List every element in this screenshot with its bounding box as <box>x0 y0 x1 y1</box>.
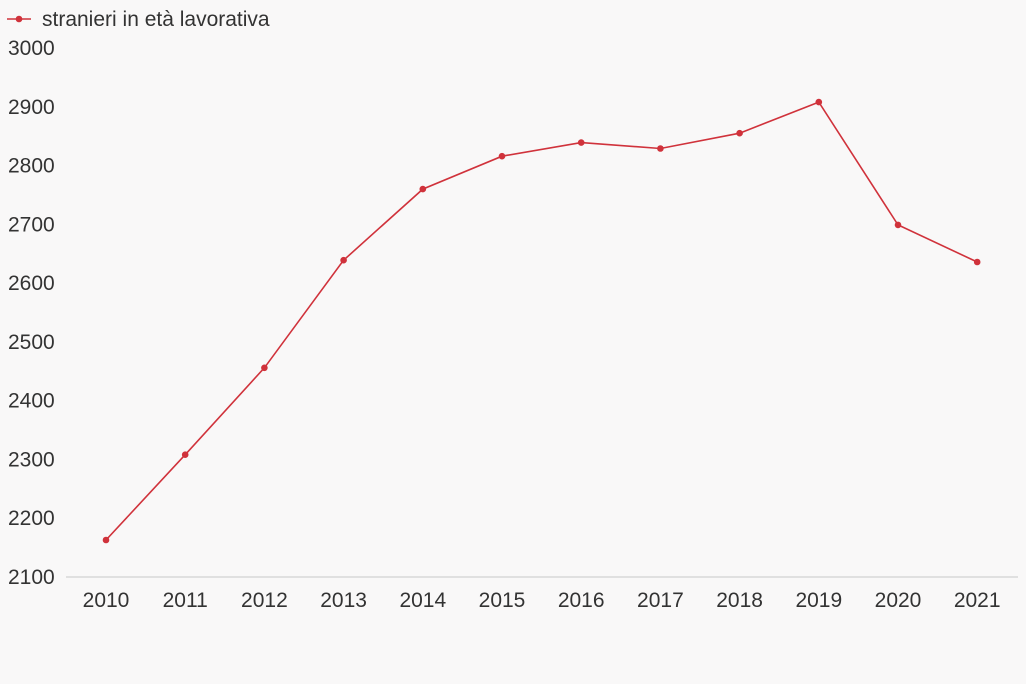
data-point[interactable] <box>181 451 189 459</box>
x-tick-label: 2014 <box>399 589 446 612</box>
data-point[interactable] <box>102 536 110 544</box>
x-tick-label: 2010 <box>83 589 130 612</box>
x-tick-label: 2021 <box>954 589 1001 612</box>
y-tick-label: 3000 <box>8 37 55 60</box>
y-tick-label: 2100 <box>8 566 55 589</box>
x-tick-label: 2011 <box>163 589 208 612</box>
y-tick-label: 2200 <box>8 507 55 530</box>
data-point[interactable] <box>577 139 585 146</box>
x-tick-label: 2015 <box>479 589 526 612</box>
series-group <box>102 98 981 544</box>
legend: stranieri in età lavorativa <box>7 8 270 31</box>
data-point[interactable] <box>736 129 743 137</box>
x-tick-label: 2020 <box>875 589 922 612</box>
x-tick-label: 2017 <box>637 589 684 612</box>
y-tick-label: 2600 <box>8 272 55 295</box>
data-point[interactable] <box>815 98 823 106</box>
data-point[interactable] <box>973 258 981 266</box>
x-tick-label: 2018 <box>716 589 763 612</box>
x-tick-label: 2012 <box>241 589 288 612</box>
y-tick-label: 2900 <box>8 96 55 119</box>
data-point[interactable] <box>340 256 347 264</box>
data-point[interactable] <box>894 221 902 229</box>
x-tick-label: 2019 <box>795 589 842 612</box>
data-point[interactable] <box>419 185 427 193</box>
data-point[interactable] <box>498 152 506 160</box>
data-point[interactable] <box>261 364 268 372</box>
data-point[interactable] <box>657 145 664 152</box>
series-line <box>105 101 978 541</box>
y-tick-label: 2700 <box>8 213 55 236</box>
y-tick-label: 2800 <box>8 155 55 178</box>
y-tick-label: 2500 <box>8 331 55 354</box>
legend-marker-swatch <box>15 15 23 23</box>
x-tick-label: 2016 <box>558 589 605 612</box>
y-tick-label: 2400 <box>8 390 55 413</box>
x-tick-label: 2013 <box>320 589 367 612</box>
y-tick-label: 2300 <box>8 448 55 471</box>
y-axis-ticks: 3000 2900 2800 2700 2600 2500 2400 2300 2200 2100 <box>8 37 55 589</box>
legend-label: stranieri in età lavorativa <box>42 8 270 31</box>
x-axis-ticks: 2010 2011 2012 2013 2014 2015 2016 2017 2018 2019… <box>83 589 1001 612</box>
